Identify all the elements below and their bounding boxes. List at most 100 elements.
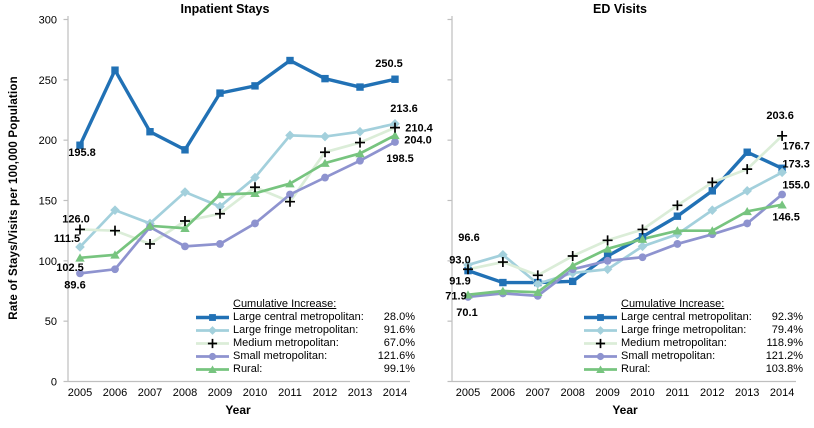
diamond-marker — [285, 130, 295, 141]
data-label: 93.0 — [449, 254, 470, 266]
triangle-marker — [596, 365, 605, 373]
circle-marker — [251, 219, 259, 228]
diamond-marker — [75, 242, 85, 252]
x-tick-label: 2010 — [630, 387, 654, 399]
x-tick-label: 2011 — [278, 387, 302, 399]
series-line-large-central-metropolitan — [78, 58, 396, 153]
data-label: 146.5 — [772, 212, 800, 224]
plus-marker — [207, 338, 218, 349]
plus-marker — [742, 164, 753, 175]
data-label: 155.0 — [782, 179, 810, 191]
diamond-marker — [215, 201, 225, 212]
y-tick-label: 50 — [45, 316, 57, 328]
triangle-marker — [110, 250, 120, 259]
square-marker — [499, 278, 507, 287]
circle-marker — [181, 242, 189, 251]
x-tick-label: 2012 — [313, 387, 337, 399]
series-line-small-metropolitan — [467, 193, 783, 299]
data-label: 203.6 — [766, 110, 794, 122]
x-tick-label: 2012 — [700, 387, 724, 399]
triangle-marker — [533, 287, 543, 297]
data-label: 198.5 — [386, 153, 414, 165]
circle-marker — [111, 265, 119, 274]
data-label: 213.6 — [390, 103, 418, 115]
y-tick-label: 200 — [39, 135, 57, 147]
square-legend-swatch — [584, 314, 617, 321]
triangle-marker — [355, 149, 365, 158]
data-label: 204.0 — [404, 134, 432, 146]
diamond-marker — [355, 126, 365, 137]
triangle-marker — [208, 365, 217, 373]
data-label: 176.7 — [782, 140, 810, 152]
triangle-marker — [180, 223, 190, 233]
plus-marker — [497, 257, 508, 268]
x-tick-label: 2005 — [456, 387, 480, 399]
circle-marker — [596, 352, 605, 361]
y-tick-label: 150 — [39, 195, 57, 207]
triangle-marker — [285, 179, 295, 188]
series-markers-large-central-metropolitan — [76, 56, 399, 154]
x-tick-label: 2013 — [735, 387, 759, 399]
diamond-marker — [498, 249, 508, 260]
series-markers-rural — [463, 200, 787, 299]
diamond-marker — [533, 278, 543, 289]
legend-cumulative-increase-value: 121.2% — [765, 350, 803, 362]
y-axis-title: Rate of Stays/Visits per 100,000 Populat… — [8, 76, 20, 320]
square-marker — [111, 66, 119, 74]
circle-marker — [321, 173, 329, 182]
triangle-marker — [498, 286, 508, 295]
x-tick-label: 2009 — [208, 387, 232, 399]
triangle-marker — [215, 190, 225, 199]
circle-marker — [391, 138, 399, 146]
plus-marker — [110, 225, 120, 236]
plus-marker — [707, 177, 718, 188]
plus-legend-swatch — [584, 338, 617, 349]
series-markers-medium-metropolitan — [75, 122, 400, 249]
y-tick-label: 100 — [39, 256, 57, 268]
legend-cumulative-increase-value: 99.1% — [383, 363, 415, 375]
x-tick-label: 2007 — [526, 387, 550, 399]
plus-marker — [75, 224, 85, 235]
square-marker — [286, 56, 294, 65]
square-marker — [391, 75, 399, 83]
circle-marker — [216, 240, 224, 248]
circle-legend-swatch — [196, 352, 229, 361]
legend-inpatient-stays: Cumulative Increase: Large central metrop… — [196, 298, 415, 376]
data-label: 70.1 — [456, 307, 477, 319]
x-tick-label: 2006 — [491, 387, 515, 399]
series-markers-medium-metropolitan — [463, 130, 788, 281]
circle-marker — [356, 156, 364, 165]
plus-marker — [145, 238, 155, 249]
diamond-legend-swatch — [196, 326, 229, 335]
circle-marker — [638, 253, 647, 262]
plus-marker — [285, 196, 295, 207]
triangle-marker — [390, 130, 400, 140]
triangle-marker — [602, 244, 613, 253]
legend-cumulative-increase-value: 121.6% — [377, 350, 415, 362]
triangle-marker — [75, 253, 85, 262]
x-tick-label: 2010 — [243, 387, 267, 399]
plus-marker — [390, 122, 400, 133]
legend-cumulative-increase-value: 118.9% — [766, 337, 804, 349]
legend-item-medium-metropolitan: Medium metropolitan: 67.0% — [196, 337, 415, 350]
circle-marker — [778, 190, 786, 199]
triangle-marker — [250, 188, 260, 198]
plus-marker — [567, 251, 578, 262]
chart-title-ed-visits: ED Visits — [593, 2, 647, 16]
legend-item-small-metropolitan: Small metropolitan: 121.2% — [584, 350, 803, 363]
plus-marker — [595, 338, 606, 349]
square-marker — [321, 74, 329, 83]
circle-legend-swatch — [584, 352, 617, 361]
x-tick-label: 2014 — [383, 387, 407, 399]
diamond-marker — [777, 167, 787, 178]
plus-marker — [463, 264, 473, 275]
legend-cumulative-increase-value: 92.3% — [771, 311, 803, 323]
plus-marker — [320, 147, 330, 158]
plus-marker — [250, 182, 260, 193]
plus-marker — [355, 137, 365, 148]
y-tick-label: 300 — [39, 14, 57, 26]
square-legend-swatch — [196, 314, 229, 321]
x-tick-label: 2013 — [348, 387, 372, 399]
legend-label: Small metropolitan: — [621, 350, 716, 362]
